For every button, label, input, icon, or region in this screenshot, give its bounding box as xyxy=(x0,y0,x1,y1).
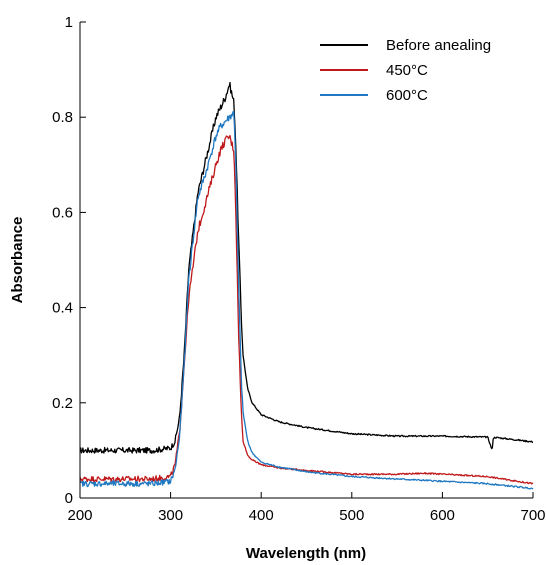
series-line-2 xyxy=(79,110,534,490)
y-tick-label: 0.4 xyxy=(52,300,73,317)
series-layer xyxy=(79,81,534,490)
x-tick-label: 400 xyxy=(249,507,274,524)
series-line-1 xyxy=(79,134,534,485)
axes xyxy=(79,22,533,499)
y-tick-label: 0.8 xyxy=(52,109,73,126)
x-tick-label: 300 xyxy=(158,507,183,524)
series-line-0 xyxy=(79,81,534,454)
y-tick-label: 0.6 xyxy=(52,204,73,221)
x-tick-label: 200 xyxy=(67,507,92,524)
x-tick-label: 700 xyxy=(520,507,545,524)
y-tick-label: 0 xyxy=(65,490,73,507)
legend-label-1: 450°C xyxy=(386,62,428,79)
legend-label-0: Before anealing xyxy=(386,37,491,54)
y-tick-label: 1 xyxy=(65,14,73,31)
x-tick-label: 600 xyxy=(430,507,455,524)
y-axis-title: Absorbance xyxy=(9,217,26,304)
legend: Before anealing 450°C 600°C xyxy=(320,37,491,104)
legend-label-2: 600°C xyxy=(386,87,428,104)
y-tick-label: 0.2 xyxy=(52,395,73,412)
x-tick-label: 500 xyxy=(339,507,364,524)
x-axis-title: Wavelength (nm) xyxy=(246,545,366,562)
ticks: 200 300 400 500 600 700 0 0.2 0.4 0.6 0.8 1 xyxy=(52,14,545,524)
